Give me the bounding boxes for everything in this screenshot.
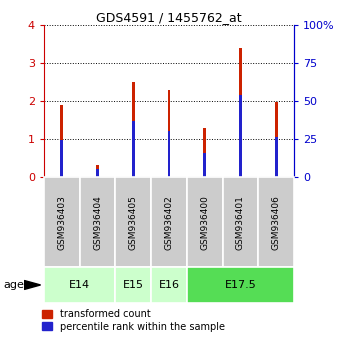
Bar [239, 95, 242, 177]
Text: GSM936401: GSM936401 [236, 195, 245, 250]
Bar [239, 47, 242, 177]
Text: GDS4591 / 1455762_at: GDS4591 / 1455762_at [96, 11, 242, 24]
Bar [44, 267, 115, 303]
Text: E14: E14 [69, 280, 90, 290]
Bar [96, 165, 99, 177]
Text: GSM936405: GSM936405 [129, 195, 138, 250]
Bar [61, 105, 63, 177]
Bar [168, 90, 170, 177]
Bar [151, 177, 187, 267]
Bar [203, 127, 206, 177]
Bar [275, 137, 277, 177]
Text: GSM936402: GSM936402 [165, 195, 173, 250]
Bar [61, 140, 63, 177]
Bar [96, 170, 99, 177]
Bar [187, 177, 223, 267]
Legend: transformed count, percentile rank within the sample: transformed count, percentile rank withi… [42, 309, 224, 332]
Polygon shape [24, 280, 41, 290]
Text: GSM936406: GSM936406 [272, 195, 281, 250]
Text: E17.5: E17.5 [224, 280, 256, 290]
Bar [223, 177, 258, 267]
Bar [187, 267, 294, 303]
Bar [44, 177, 80, 267]
Bar [151, 267, 187, 303]
Text: GSM936404: GSM936404 [93, 195, 102, 250]
Bar [275, 102, 277, 177]
Text: E16: E16 [159, 280, 179, 290]
Bar [258, 177, 294, 267]
Text: GSM936400: GSM936400 [200, 195, 209, 250]
Text: age: age [3, 280, 24, 290]
Bar [80, 177, 115, 267]
Text: E15: E15 [123, 280, 144, 290]
Bar [132, 82, 135, 177]
Bar [203, 153, 206, 177]
Text: GSM936403: GSM936403 [57, 195, 66, 250]
Bar [115, 267, 151, 303]
Bar [132, 121, 135, 177]
Bar [168, 131, 170, 177]
Bar [115, 177, 151, 267]
